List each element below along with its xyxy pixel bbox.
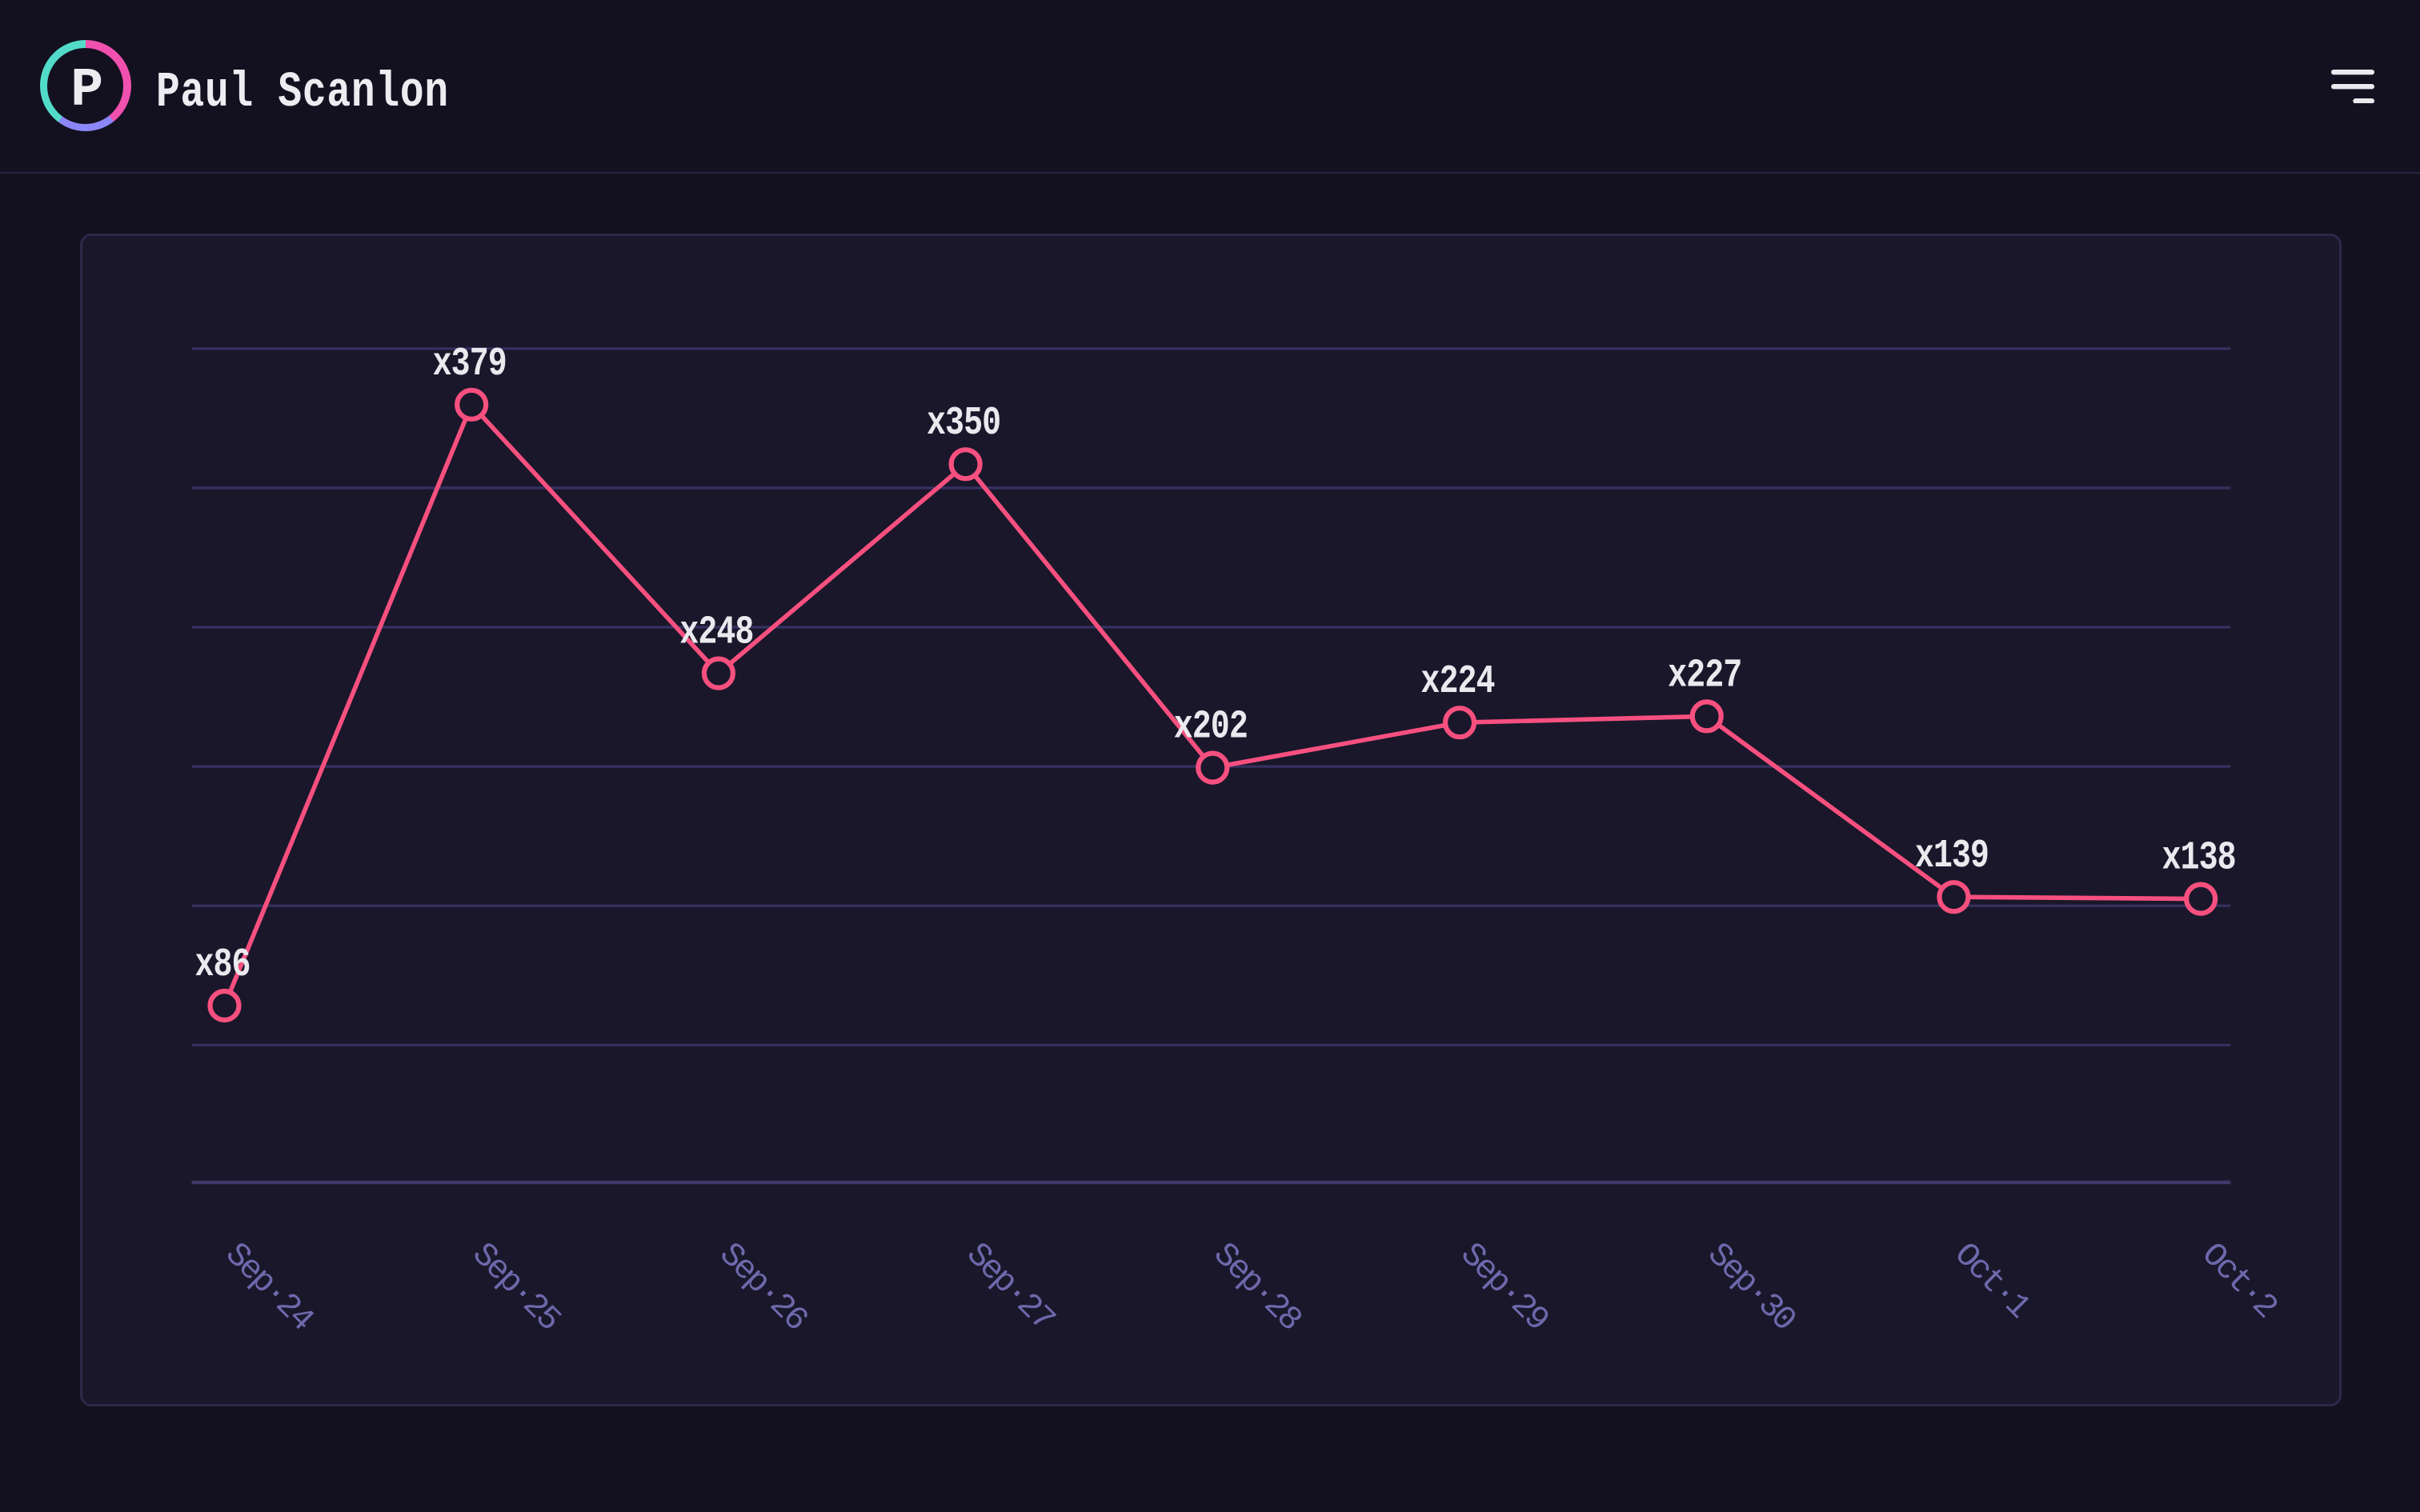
svg-text:x350: x350 — [927, 400, 1000, 446]
svg-text:x86: x86 — [194, 942, 250, 987]
svg-text:Sep·26: Sep·26 — [711, 1235, 815, 1338]
svg-text:Oct·1: Oct·1 — [1946, 1235, 2037, 1326]
svg-text:Sep·27: Sep·27 — [959, 1235, 1061, 1338]
svg-text:x379: x379 — [433, 341, 507, 386]
svg-text:Sep·29: Sep·29 — [1452, 1235, 1556, 1338]
svg-text:Oct·2: Oct·2 — [2194, 1235, 2284, 1326]
svg-text:Sep·24: Sep·24 — [217, 1235, 320, 1338]
svg-text:x139: x139 — [1915, 833, 1989, 878]
svg-text:x224: x224 — [1420, 658, 1494, 704]
svg-text:Sep·28: Sep·28 — [1205, 1235, 1308, 1338]
svg-text:x248: x248 — [679, 610, 753, 655]
svg-text:Sep·25: Sep·25 — [464, 1235, 567, 1338]
svg-text:x138: x138 — [2162, 835, 2236, 881]
svg-text:Sep·30: Sep·30 — [1700, 1235, 1803, 1338]
svg-text:x227: x227 — [1668, 652, 1741, 698]
svg-text:x202: x202 — [1174, 704, 1248, 750]
